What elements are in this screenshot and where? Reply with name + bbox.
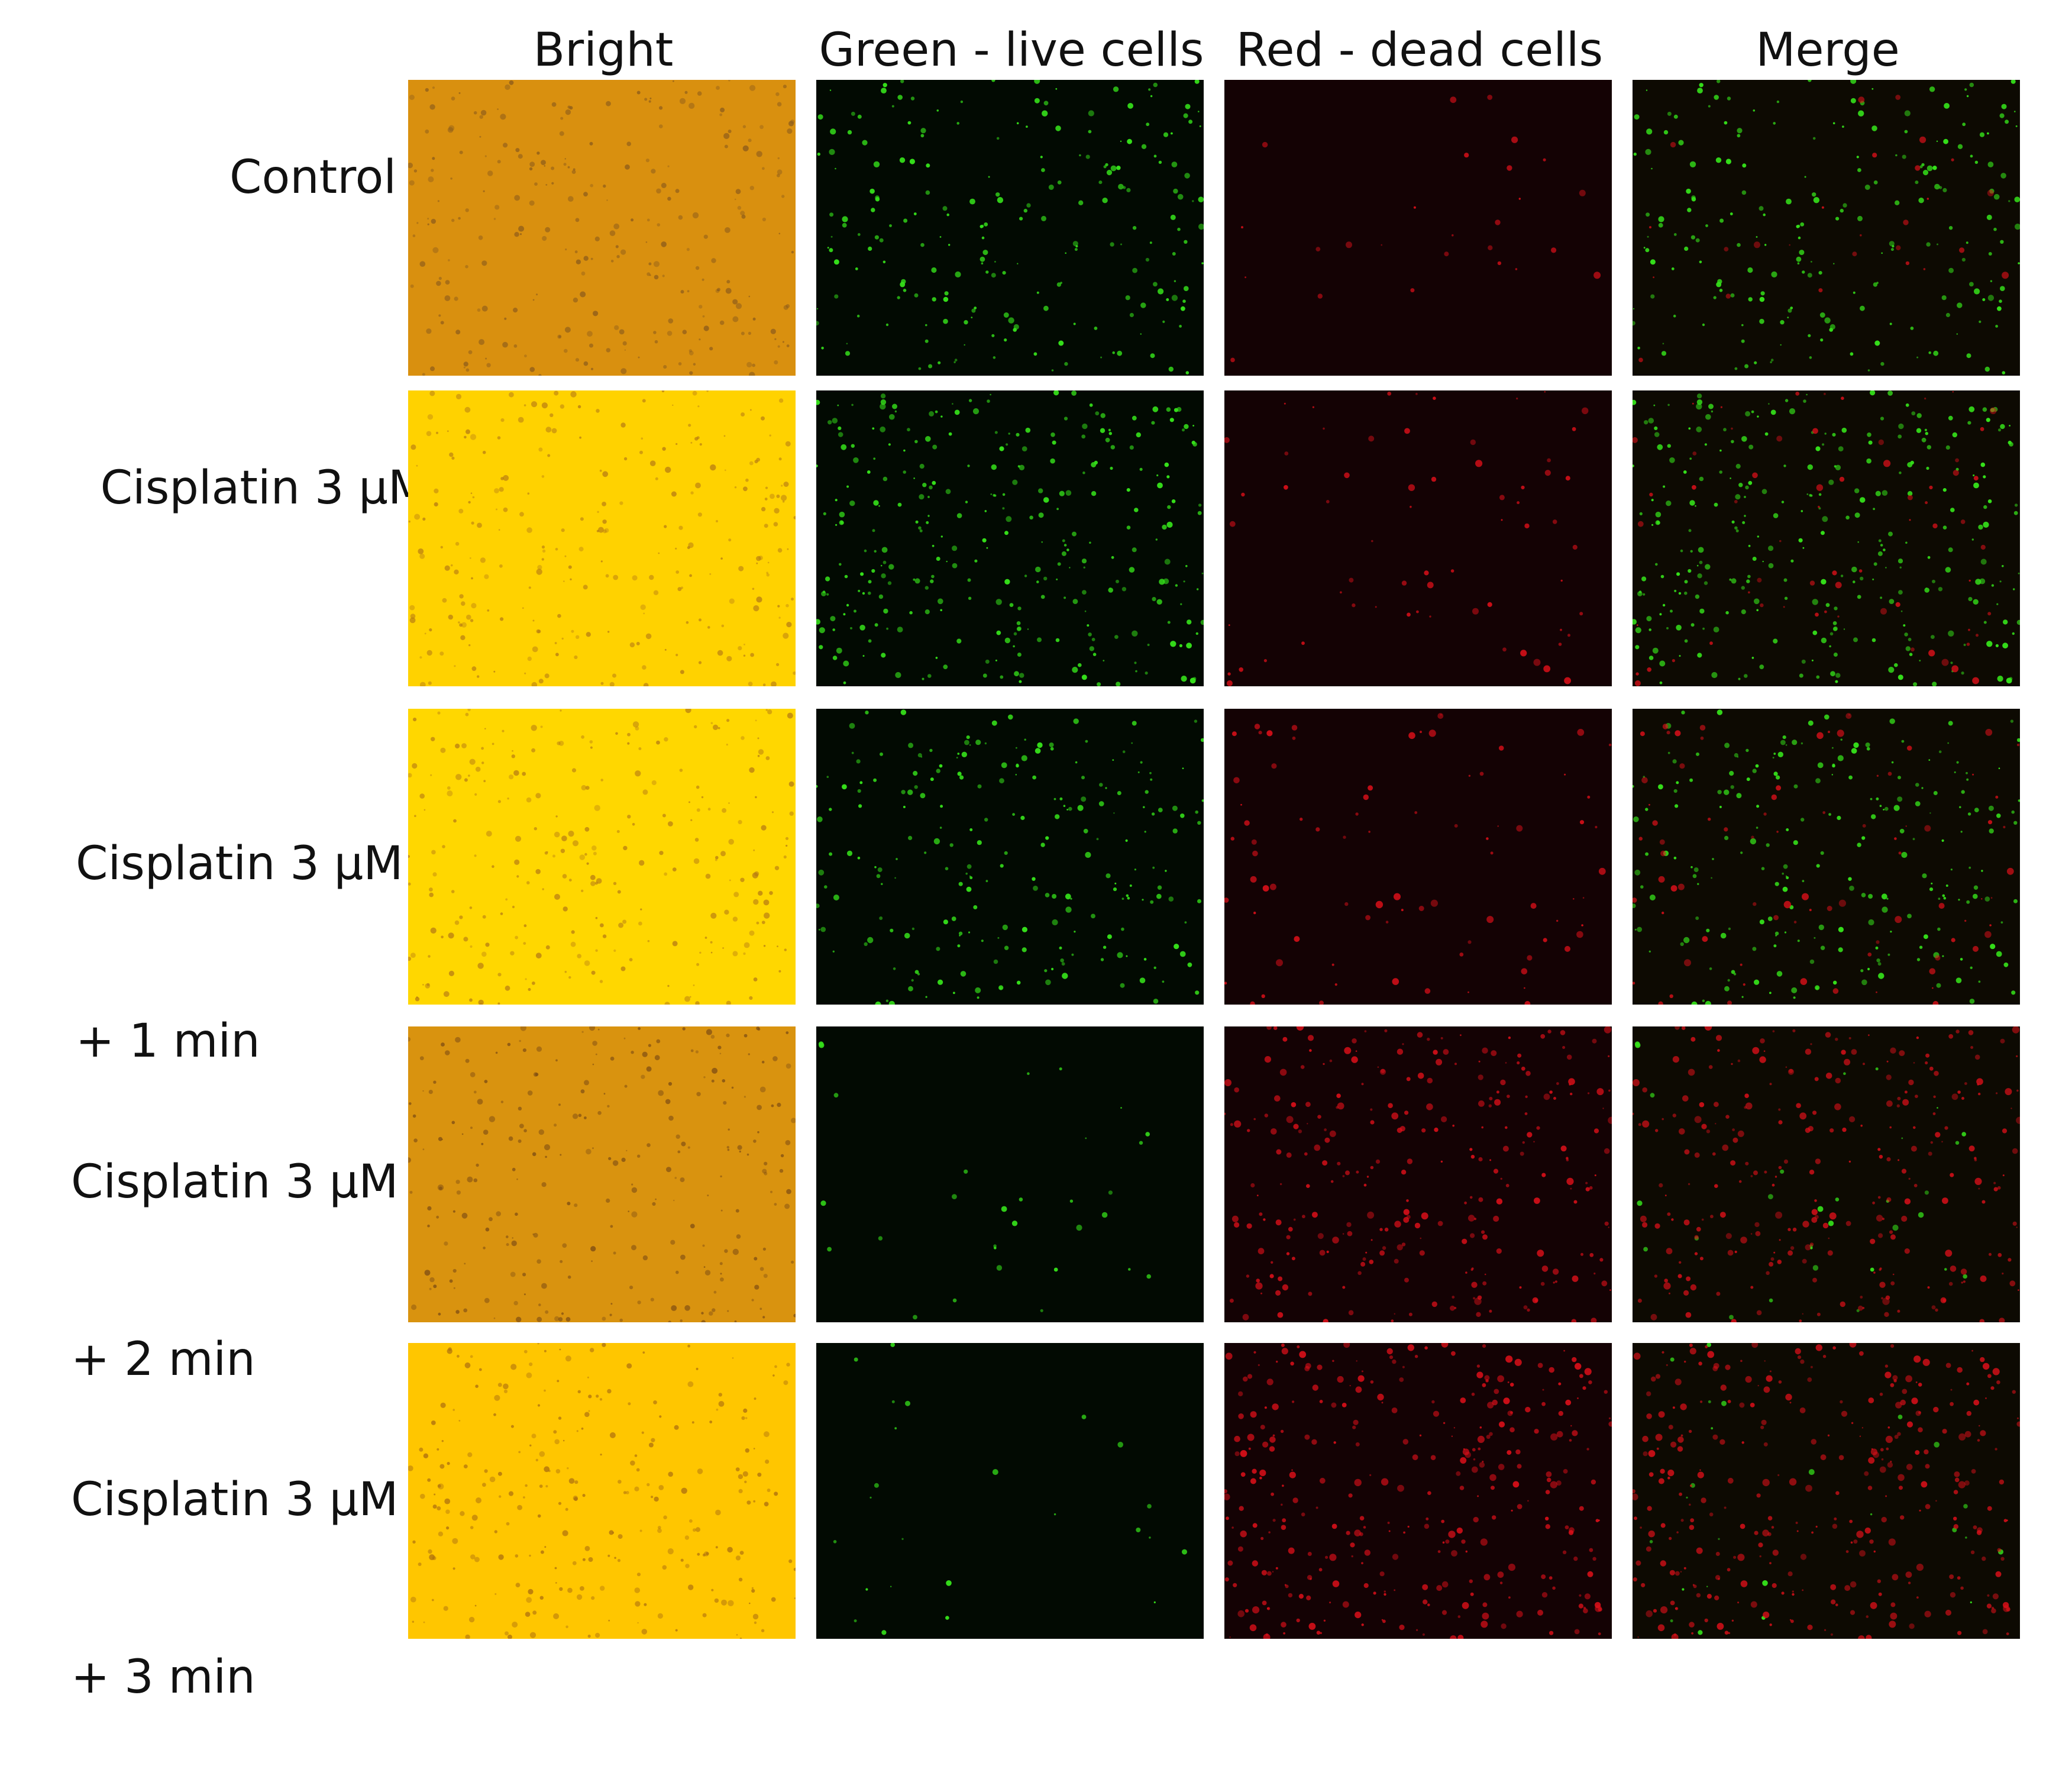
micrograph-red-row-5 — [1224, 1343, 1612, 1639]
micrograph-merge-row-5 — [1633, 1343, 2020, 1639]
column-header-bright: Bright — [533, 24, 674, 77]
row-label-control: Control — [59, 89, 396, 207]
micrograph-green-row-3 — [816, 709, 1204, 1005]
micrograph-merge-row-3 — [1633, 709, 2020, 1005]
row-label-line1: Cisplatin 3 μM — [100, 461, 428, 515]
row-label-cisplatin: Cisplatin 3 μM — [71, 399, 428, 518]
row-label-cisplatin-2min: Cisplatin 3 μM + 2 min — [71, 1034, 408, 1448]
micrograph-bright-row-1 — [408, 80, 796, 376]
micrograph-bright-row-2 — [408, 390, 796, 686]
column-header-red: Red - dead cells — [1236, 24, 1604, 77]
micrograph-bright-row-4 — [408, 1026, 796, 1322]
micrograph-green-row-4 — [816, 1026, 1204, 1322]
column-header-merge: Merge — [1756, 24, 1900, 77]
micrograph-red-row-3 — [1224, 709, 1612, 1005]
row-label-cisplatin-1min: Cisplatin 3 μM + 1 min — [76, 716, 413, 1130]
row-label-line1: Cisplatin 3 μM — [71, 1155, 399, 1209]
micrograph-bright-row-5 — [408, 1343, 796, 1639]
micrograph-bright-row-3 — [408, 709, 796, 1005]
row-label-line2: + 1 min — [76, 1015, 260, 1068]
micrograph-merge-row-4 — [1633, 1026, 2020, 1322]
row-label-line2: + 2 min — [71, 1333, 256, 1386]
micrograph-red-row-1 — [1224, 80, 1612, 376]
micrograph-merge-row-1 — [1633, 80, 2020, 376]
micrograph-green-row-5 — [816, 1343, 1204, 1639]
row-label-line1: Control — [229, 151, 396, 204]
column-header-green: Green - live cells — [819, 24, 1204, 77]
row-label-line2: + 3 min — [71, 1651, 256, 1704]
micrograph-red-row-4 — [1224, 1026, 1612, 1322]
micrograph-merge-row-2 — [1633, 390, 2020, 686]
micrograph-red-row-2 — [1224, 390, 1612, 686]
row-label-cisplatin-3min: Cisplatin 3 μM + 3 min — [71, 1352, 408, 1766]
row-label-line1: Cisplatin 3 μM — [71, 1473, 399, 1526]
micrograph-green-row-1 — [816, 80, 1204, 376]
row-label-line1: Cisplatin 3 μM — [76, 837, 403, 890]
micrograph-green-row-2 — [816, 390, 1204, 686]
